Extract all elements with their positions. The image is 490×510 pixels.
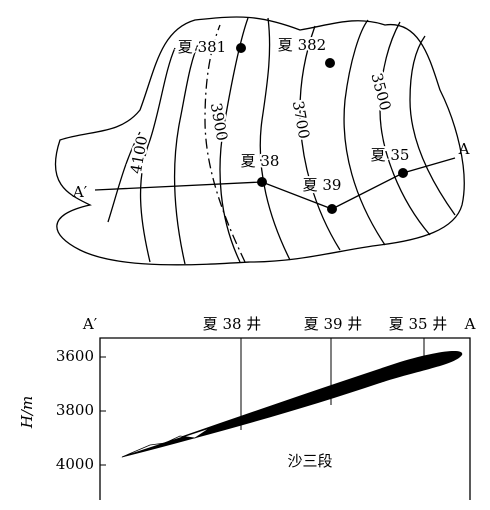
contour-line bbox=[409, 35, 456, 216]
contour-label: 3500 bbox=[367, 71, 394, 113]
section-end: A bbox=[464, 315, 476, 333]
contour-line bbox=[139, 47, 176, 263]
contour-line bbox=[204, 24, 246, 263]
section-start: A′ bbox=[72, 183, 88, 201]
contour-line bbox=[299, 25, 341, 251]
contour-line bbox=[343, 19, 386, 246]
section-end: A bbox=[458, 140, 470, 158]
well-dot bbox=[398, 168, 408, 178]
section-start: A′ bbox=[82, 315, 98, 333]
well-label: 夏 382 bbox=[278, 36, 326, 54]
well-dot bbox=[257, 177, 267, 187]
well-label: 夏 35 bbox=[371, 146, 410, 164]
well-label: 夏 35 井 bbox=[389, 315, 448, 333]
contour-label: 4100 bbox=[127, 134, 151, 175]
section-frame bbox=[99, 337, 471, 500]
y-tick-label: 4000 bbox=[56, 455, 94, 473]
well-label: 夏 38 井 bbox=[203, 315, 262, 333]
well-dot bbox=[325, 58, 335, 68]
well-dot bbox=[327, 204, 337, 214]
map-outline bbox=[54, 16, 465, 266]
well-label: 夏 39 井 bbox=[304, 315, 363, 333]
well-label: 夏 39 bbox=[303, 176, 342, 194]
well-dot bbox=[236, 43, 246, 53]
contour-line bbox=[259, 17, 291, 261]
well-label: 夏 381 bbox=[178, 38, 226, 56]
well-label: 夏 38 bbox=[241, 152, 280, 170]
contour-line bbox=[107, 131, 141, 223]
sand-pinchout bbox=[121, 427, 211, 458]
contour-line bbox=[173, 39, 201, 265]
y-tick-label: 3800 bbox=[56, 401, 94, 419]
unit-label: 沙三段 bbox=[287, 452, 332, 470]
sand-body bbox=[120, 350, 463, 458]
y-tick-label: 3600 bbox=[56, 347, 94, 365]
y-axis-label: H/m bbox=[18, 396, 36, 429]
y-ticks: 3600 3800 4000 bbox=[56, 347, 106, 473]
contour-line bbox=[379, 21, 431, 236]
contour-label: 3700 bbox=[289, 99, 313, 140]
